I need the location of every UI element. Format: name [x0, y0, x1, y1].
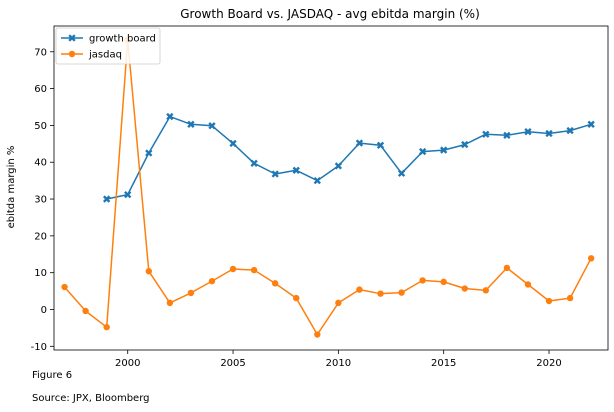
y-tick-label: 60	[34, 84, 47, 95]
data-point	[545, 297, 553, 305]
data-point	[229, 139, 237, 148]
data-point	[419, 277, 426, 284]
data-point	[250, 266, 258, 274]
data-point	[587, 255, 595, 262]
y-tick-label: 30	[34, 195, 47, 206]
data-point	[566, 126, 574, 135]
data-point	[461, 285, 468, 292]
data-point	[314, 331, 321, 338]
data-point	[293, 294, 300, 302]
series-line-jasdaq	[63, 39, 592, 336]
data-point	[82, 307, 89, 315]
y-tick-label: -10	[31, 342, 47, 353]
data-point	[482, 287, 490, 294]
data-point	[461, 140, 469, 149]
legend-marker	[68, 34, 76, 42]
data-point	[250, 159, 258, 167]
data-point	[524, 281, 532, 288]
data-point	[61, 283, 68, 291]
source-caption: Source: JPX, Bloomberg	[32, 393, 150, 404]
y-axis-label: ebitda margin %	[6, 146, 17, 229]
data-point	[503, 131, 511, 139]
y-tick-label: 40	[34, 158, 47, 169]
legend: growth board jasdaq	[55, 27, 161, 65]
data-point	[398, 289, 405, 296]
x-tick-label: 2000	[115, 358, 140, 369]
data-point	[524, 128, 532, 136]
data-point	[229, 265, 237, 273]
series-line-growth-board	[106, 115, 592, 200]
data-point	[166, 112, 174, 121]
data-point	[566, 294, 574, 302]
data-point	[208, 122, 216, 130]
legend-box	[55, 27, 161, 65]
data-point	[292, 166, 300, 174]
x-tick-label: 2020	[536, 358, 561, 369]
data-point	[271, 280, 279, 287]
data-point	[376, 141, 385, 149]
data-point	[587, 120, 595, 128]
data-point	[545, 129, 553, 138]
y-tick-label: 10	[34, 268, 47, 279]
data-point	[377, 290, 384, 297]
data-point	[145, 268, 152, 275]
data-point	[187, 289, 195, 297]
data-point	[397, 169, 406, 177]
data-point	[103, 195, 111, 203]
data-point	[418, 147, 427, 156]
data-point	[335, 299, 342, 307]
data-point	[482, 130, 490, 138]
plot-frame	[53, 25, 609, 351]
legend-label: growth board	[89, 34, 156, 45]
figure-caption: Figure 6	[32, 370, 73, 381]
legend-marker	[68, 50, 76, 58]
data-point	[440, 146, 448, 154]
data-point	[334, 162, 343, 170]
data-point	[503, 264, 511, 272]
data-point	[187, 120, 195, 128]
data-point	[313, 176, 321, 185]
data-point	[103, 323, 110, 331]
data-point	[166, 299, 174, 307]
y-tick-label: 50	[34, 121, 47, 132]
plot-area: 2000 2005 2010 2015 2020 -10 0 10 20 30 40 50 60 70	[31, 25, 609, 369]
x-tick-label: 2005	[220, 358, 245, 369]
y-tick-label: 20	[34, 231, 47, 242]
chart-title: Growth Board vs. JASDAQ - avg ebitda mar…	[180, 7, 480, 21]
data-point	[271, 170, 279, 178]
legend-label: jasdaq	[88, 50, 122, 61]
data-point	[145, 149, 153, 157]
data-point	[208, 277, 216, 285]
y-tick-label: 0	[41, 305, 47, 316]
x-tick-label: 2010	[326, 358, 351, 369]
y-tick-label: 70	[34, 47, 47, 58]
data-point	[355, 139, 364, 147]
data-point	[356, 286, 363, 293]
data-point	[124, 190, 132, 199]
x-tick-label: 2015	[431, 358, 456, 369]
data-point	[440, 278, 447, 286]
